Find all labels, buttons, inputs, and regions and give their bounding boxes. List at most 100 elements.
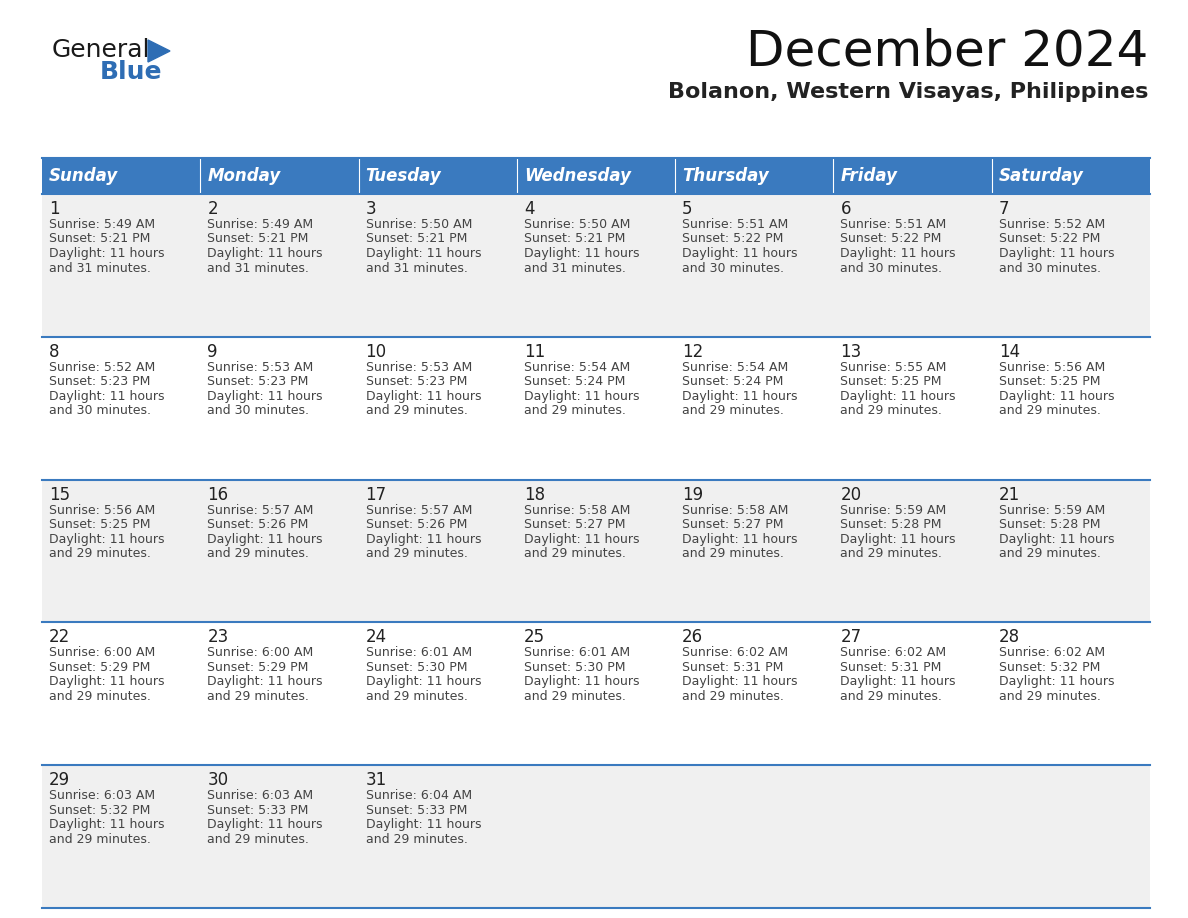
Text: 11: 11	[524, 342, 545, 361]
Text: and 29 minutes.: and 29 minutes.	[524, 690, 626, 703]
Text: and 29 minutes.: and 29 minutes.	[999, 404, 1100, 418]
Text: 31: 31	[366, 771, 387, 789]
Text: 13: 13	[840, 342, 861, 361]
Text: 10: 10	[366, 342, 387, 361]
Text: and 29 minutes.: and 29 minutes.	[682, 404, 784, 418]
Text: and 29 minutes.: and 29 minutes.	[999, 690, 1100, 703]
Text: Daylight: 11 hours: Daylight: 11 hours	[840, 532, 956, 545]
Text: and 29 minutes.: and 29 minutes.	[49, 833, 151, 845]
Text: Sunrise: 5:52 AM: Sunrise: 5:52 AM	[999, 218, 1105, 231]
Text: December 2024: December 2024	[746, 28, 1148, 76]
Text: Daylight: 11 hours: Daylight: 11 hours	[999, 532, 1114, 545]
Text: 16: 16	[207, 486, 228, 504]
Bar	[201, 766, 359, 908]
Text: Thursday: Thursday	[682, 167, 769, 185]
Text: Sunrise: 6:02 AM: Sunrise: 6:02 AM	[840, 646, 947, 659]
Text: 6: 6	[840, 200, 851, 218]
Text: and 30 minutes.: and 30 minutes.	[49, 404, 151, 418]
Bar	[42, 158, 201, 194]
Bar	[42, 194, 201, 337]
Text: 22: 22	[49, 629, 70, 646]
Text: Sunrise: 5:57 AM: Sunrise: 5:57 AM	[207, 504, 314, 517]
Text: Tuesday: Tuesday	[366, 167, 441, 185]
Text: Sunrise: 6:00 AM: Sunrise: 6:00 AM	[207, 646, 314, 659]
Text: and 29 minutes.: and 29 minutes.	[682, 547, 784, 560]
Text: 24: 24	[366, 629, 387, 646]
Text: Sunset: 5:22 PM: Sunset: 5:22 PM	[840, 232, 942, 245]
Text: 9: 9	[207, 342, 217, 361]
Text: and 29 minutes.: and 29 minutes.	[840, 547, 942, 560]
Bar	[517, 158, 675, 194]
Text: Sunset: 5:31 PM: Sunset: 5:31 PM	[682, 661, 784, 674]
Text: Daylight: 11 hours: Daylight: 11 hours	[49, 247, 164, 260]
Text: Daylight: 11 hours: Daylight: 11 hours	[840, 247, 956, 260]
Text: Sunrise: 5:50 AM: Sunrise: 5:50 AM	[524, 218, 630, 231]
Text: General: General	[52, 38, 151, 62]
Bar	[517, 766, 675, 908]
Text: Sunrise: 5:50 AM: Sunrise: 5:50 AM	[366, 218, 472, 231]
Text: Sunset: 5:25 PM: Sunset: 5:25 PM	[999, 375, 1100, 388]
Text: and 29 minutes.: and 29 minutes.	[207, 690, 309, 703]
Text: Sunrise: 5:58 AM: Sunrise: 5:58 AM	[682, 504, 789, 517]
Text: Sunset: 5:29 PM: Sunset: 5:29 PM	[49, 661, 151, 674]
Bar	[834, 194, 992, 337]
Bar	[675, 766, 834, 908]
Text: Sunrise: 5:52 AM: Sunrise: 5:52 AM	[49, 361, 156, 374]
Bar	[201, 194, 359, 337]
Text: Sunset: 5:25 PM: Sunset: 5:25 PM	[49, 518, 151, 532]
Text: Monday: Monday	[207, 167, 280, 185]
Text: Daylight: 11 hours: Daylight: 11 hours	[49, 676, 164, 688]
Text: Daylight: 11 hours: Daylight: 11 hours	[840, 676, 956, 688]
Bar	[834, 479, 992, 622]
Text: 20: 20	[840, 486, 861, 504]
Bar	[992, 479, 1150, 622]
Bar	[201, 622, 359, 766]
Text: and 29 minutes.: and 29 minutes.	[49, 547, 151, 560]
Text: Daylight: 11 hours: Daylight: 11 hours	[999, 676, 1114, 688]
Text: and 30 minutes.: and 30 minutes.	[999, 262, 1101, 274]
Bar	[517, 337, 675, 479]
Text: Sunset: 5:21 PM: Sunset: 5:21 PM	[207, 232, 309, 245]
Text: Sunset: 5:27 PM: Sunset: 5:27 PM	[682, 518, 784, 532]
Text: 8: 8	[49, 342, 59, 361]
Bar	[992, 622, 1150, 766]
Text: 2: 2	[207, 200, 217, 218]
Text: Sunrise: 6:03 AM: Sunrise: 6:03 AM	[207, 789, 314, 802]
Bar	[992, 194, 1150, 337]
Text: Sunset: 5:21 PM: Sunset: 5:21 PM	[366, 232, 467, 245]
Text: Sunrise: 5:59 AM: Sunrise: 5:59 AM	[840, 504, 947, 517]
Text: Sunset: 5:28 PM: Sunset: 5:28 PM	[999, 518, 1100, 532]
Text: Sunset: 5:29 PM: Sunset: 5:29 PM	[207, 661, 309, 674]
Text: Sunset: 5:24 PM: Sunset: 5:24 PM	[682, 375, 784, 388]
Text: Sunrise: 5:51 AM: Sunrise: 5:51 AM	[682, 218, 789, 231]
Text: Daylight: 11 hours: Daylight: 11 hours	[682, 390, 797, 403]
Bar	[359, 766, 517, 908]
Bar	[359, 479, 517, 622]
Text: Daylight: 11 hours: Daylight: 11 hours	[524, 532, 639, 545]
Text: Friday: Friday	[840, 167, 897, 185]
Text: Sunrise: 5:49 AM: Sunrise: 5:49 AM	[207, 218, 314, 231]
Text: 19: 19	[682, 486, 703, 504]
Text: Sunrise: 5:57 AM: Sunrise: 5:57 AM	[366, 504, 472, 517]
Text: Daylight: 11 hours: Daylight: 11 hours	[682, 247, 797, 260]
Text: Blue: Blue	[100, 60, 163, 84]
Text: Daylight: 11 hours: Daylight: 11 hours	[840, 390, 956, 403]
Text: Sunset: 5:25 PM: Sunset: 5:25 PM	[840, 375, 942, 388]
Bar	[201, 337, 359, 479]
Text: Sunrise: 5:51 AM: Sunrise: 5:51 AM	[840, 218, 947, 231]
Bar	[42, 766, 201, 908]
Text: Sunset: 5:32 PM: Sunset: 5:32 PM	[49, 803, 151, 817]
Text: Daylight: 11 hours: Daylight: 11 hours	[366, 390, 481, 403]
Text: 4: 4	[524, 200, 535, 218]
Text: and 29 minutes.: and 29 minutes.	[366, 690, 467, 703]
Text: 27: 27	[840, 629, 861, 646]
Text: 15: 15	[49, 486, 70, 504]
Text: Sunset: 5:28 PM: Sunset: 5:28 PM	[840, 518, 942, 532]
Text: Sunrise: 5:56 AM: Sunrise: 5:56 AM	[49, 504, 156, 517]
Text: Sunset: 5:22 PM: Sunset: 5:22 PM	[682, 232, 784, 245]
Bar	[517, 622, 675, 766]
Text: Sunset: 5:31 PM: Sunset: 5:31 PM	[840, 661, 942, 674]
Text: Sunrise: 6:02 AM: Sunrise: 6:02 AM	[682, 646, 789, 659]
Text: Sunday: Sunday	[49, 167, 119, 185]
Bar	[834, 158, 992, 194]
